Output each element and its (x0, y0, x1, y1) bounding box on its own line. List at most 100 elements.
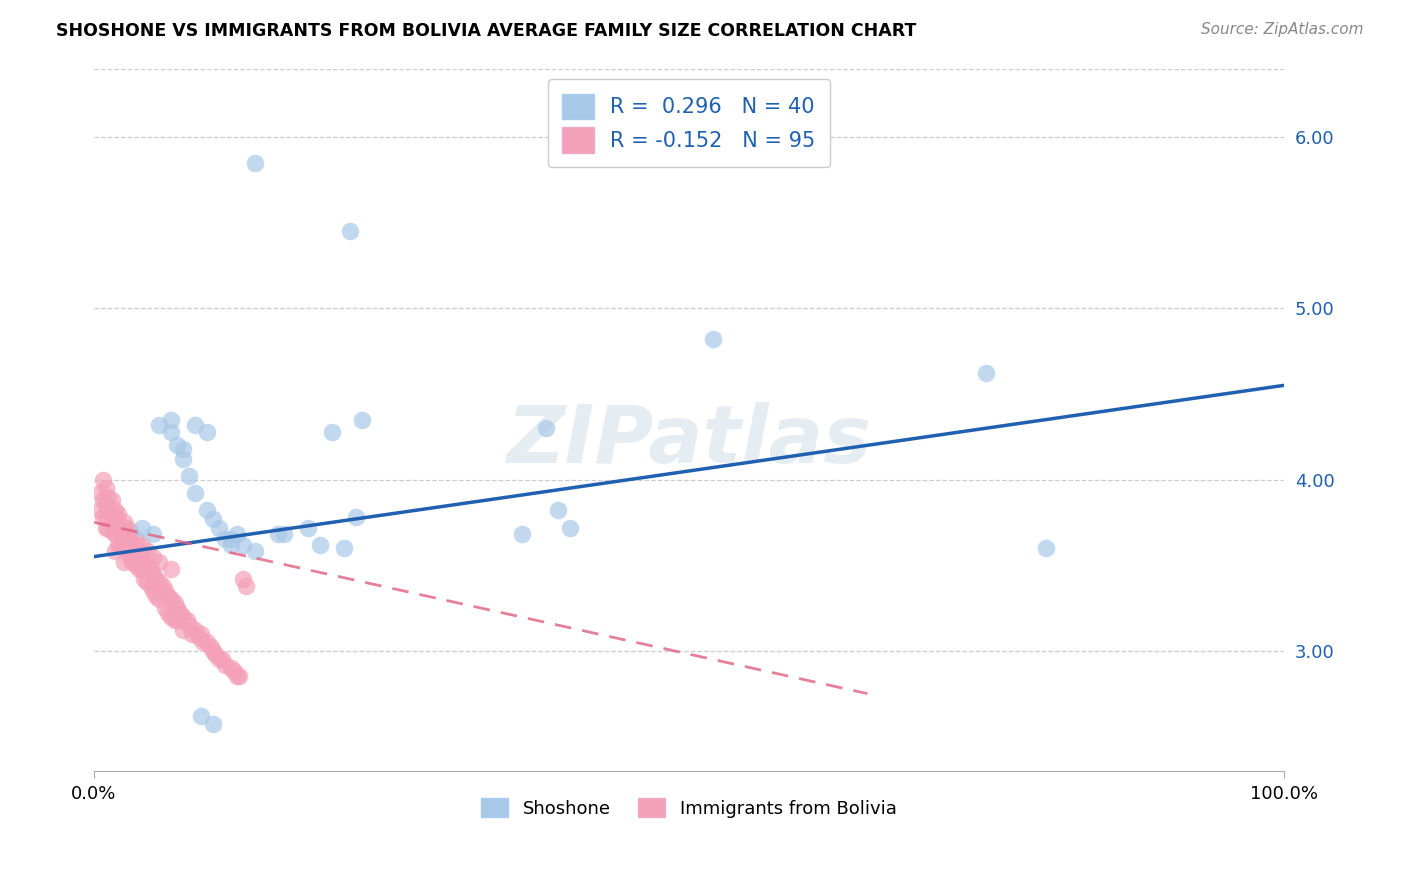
Point (93, 510, 115, 524)
Point (128, 561, 150, 575)
Point (190, 626, 212, 640)
Point (117, 544, 139, 558)
Point (97, 520, 120, 534)
Text: Source: ZipAtlas.com: Source: ZipAtlas.com (1201, 22, 1364, 37)
Point (131, 520, 153, 534)
Point (148, 555, 170, 569)
Point (190, 709, 212, 723)
Point (124, 541, 146, 555)
Point (104, 503, 127, 517)
Point (121, 538, 143, 552)
Point (97, 490, 120, 504)
Point (333, 541, 356, 555)
Point (108, 538, 131, 552)
Point (180, 626, 202, 640)
Point (160, 609, 183, 624)
Point (112, 541, 135, 555)
Point (160, 412, 183, 426)
Point (94, 498, 117, 512)
Point (101, 507, 124, 521)
Point (184, 624, 207, 638)
Point (136, 558, 159, 573)
Point (172, 442, 194, 456)
Point (179, 469, 201, 483)
Point (118, 549, 141, 564)
Point (195, 635, 218, 649)
Point (139, 561, 162, 575)
Point (148, 592, 170, 607)
Point (132, 555, 155, 569)
Legend: Shoshone, Immigrants from Bolivia: Shoshone, Immigrants from Bolivia (474, 790, 904, 825)
Point (131, 538, 153, 552)
Point (136, 544, 159, 558)
Point (93, 473, 115, 487)
Point (172, 624, 194, 638)
Point (121, 555, 143, 569)
Point (273, 527, 295, 541)
Point (97, 503, 120, 517)
Point (155, 601, 177, 615)
Point (184, 417, 207, 432)
Point (976, 367, 998, 381)
Point (184, 486, 207, 500)
Point (145, 572, 167, 586)
Point (104, 510, 127, 524)
Point (214, 533, 236, 547)
Point (148, 575, 170, 590)
Point (160, 592, 183, 607)
Point (94, 520, 117, 534)
Point (117, 520, 139, 534)
Point (208, 520, 231, 534)
Point (232, 572, 254, 586)
Point (547, 503, 569, 517)
Point (145, 589, 167, 603)
Point (117, 527, 139, 541)
Point (101, 524, 124, 538)
Point (350, 412, 373, 426)
Point (297, 520, 319, 534)
Point (124, 533, 146, 547)
Point (107, 507, 129, 521)
Point (201, 644, 224, 658)
Point (166, 613, 188, 627)
Point (200, 640, 222, 655)
Point (107, 527, 129, 541)
Point (142, 583, 165, 598)
Point (201, 717, 224, 731)
Point (219, 533, 242, 547)
Point (172, 609, 194, 624)
Point (118, 533, 141, 547)
Point (142, 566, 165, 581)
Point (201, 512, 224, 526)
Point (112, 524, 135, 538)
Point (93, 493, 115, 508)
Point (702, 332, 724, 346)
Point (112, 516, 135, 530)
Point (321, 425, 343, 439)
Point (155, 583, 177, 598)
Point (166, 438, 188, 452)
Point (156, 606, 179, 620)
Point (139, 579, 162, 593)
Point (163, 613, 186, 627)
Point (558, 520, 581, 534)
Point (225, 669, 247, 683)
Point (112, 555, 135, 569)
Point (211, 652, 233, 666)
Point (152, 579, 174, 593)
Point (510, 527, 533, 541)
Point (225, 527, 247, 541)
Text: SHOSHONE VS IMMIGRANTS FROM BOLIVIA AVERAGE FAMILY SIZE CORRELATION CHART: SHOSHONE VS IMMIGRANTS FROM BOLIVIA AVER… (56, 22, 917, 40)
Point (176, 613, 198, 627)
Point (235, 579, 257, 593)
Point (208, 652, 231, 666)
Point (1035, 541, 1057, 555)
Point (224, 665, 246, 679)
Point (94, 510, 117, 524)
Point (118, 524, 141, 538)
Point (156, 589, 179, 603)
Point (214, 657, 236, 672)
Point (243, 544, 266, 558)
Point (104, 544, 127, 558)
Text: ZIPatlas: ZIPatlas (506, 401, 872, 480)
